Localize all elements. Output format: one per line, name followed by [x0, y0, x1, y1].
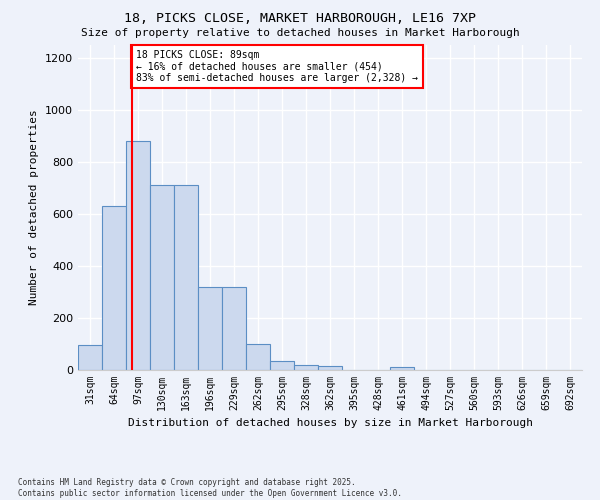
Text: 18, PICKS CLOSE, MARKET HARBOROUGH, LE16 7XP: 18, PICKS CLOSE, MARKET HARBOROUGH, LE16… — [124, 12, 476, 26]
Bar — [151, 186, 173, 370]
Bar — [319, 366, 341, 370]
Bar — [391, 368, 413, 370]
Y-axis label: Number of detached properties: Number of detached properties — [29, 110, 40, 306]
Bar — [295, 365, 317, 370]
Bar — [247, 344, 269, 370]
Bar — [103, 206, 125, 370]
Bar — [223, 287, 245, 370]
X-axis label: Distribution of detached houses by size in Market Harborough: Distribution of detached houses by size … — [128, 418, 533, 428]
Bar — [199, 287, 221, 370]
Text: Contains HM Land Registry data © Crown copyright and database right 2025.
Contai: Contains HM Land Registry data © Crown c… — [18, 478, 402, 498]
Bar — [79, 346, 101, 370]
Bar — [175, 186, 197, 370]
Text: 18 PICKS CLOSE: 89sqm
← 16% of detached houses are smaller (454)
83% of semi-det: 18 PICKS CLOSE: 89sqm ← 16% of detached … — [136, 50, 418, 84]
Text: Size of property relative to detached houses in Market Harborough: Size of property relative to detached ho… — [80, 28, 520, 38]
Bar — [127, 141, 149, 370]
Bar — [271, 361, 293, 370]
